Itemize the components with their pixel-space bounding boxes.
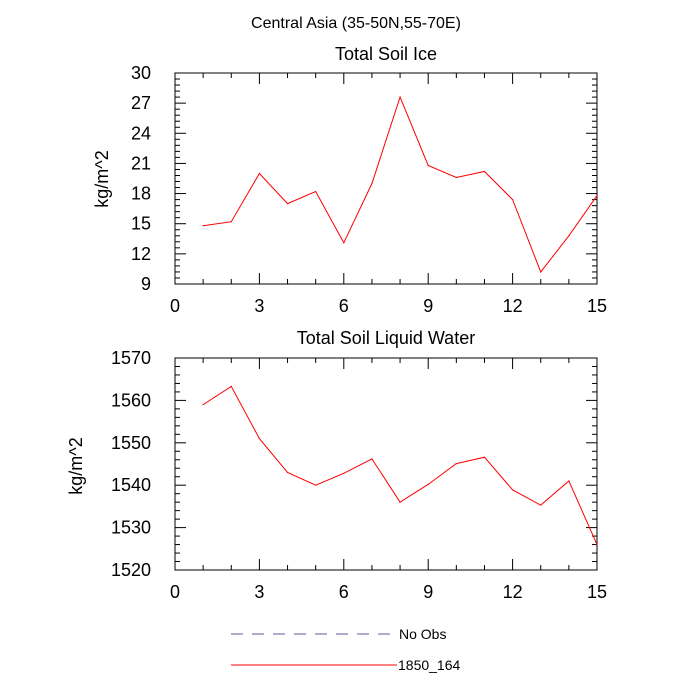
data-point [568, 235, 570, 237]
y-tick-label: 15 [131, 214, 151, 234]
y-tick-label: 27 [131, 93, 151, 113]
x-tick-label: 12 [503, 582, 523, 602]
data-point [230, 221, 232, 223]
data-point [399, 501, 401, 503]
data-point [483, 170, 486, 173]
y-tick-label: 9 [141, 274, 151, 294]
x-tick-label: 3 [254, 296, 264, 316]
data-point [455, 176, 457, 179]
data-point [540, 271, 542, 273]
x-tick-label: 0 [170, 296, 180, 316]
data-point [427, 164, 429, 167]
data-point [315, 190, 317, 193]
y-tick-label: 18 [131, 184, 151, 204]
data-point [511, 199, 514, 201]
figure-title: Central Asia (35-50N,55-70E) [251, 15, 461, 32]
data-point [596, 543, 598, 546]
x-tick-label: 15 [587, 582, 607, 602]
panel-title: Total Soil Ice [335, 44, 437, 64]
legend: No Obs 1850_164 [231, 626, 461, 673]
data-point [202, 404, 204, 406]
data-point [343, 242, 345, 244]
legend-label-no-obs: No Obs [399, 626, 446, 642]
data-point [511, 489, 514, 491]
y-tick-label: 1520 [111, 560, 151, 580]
x-tick-label: 0 [170, 582, 180, 602]
data-point [399, 96, 401, 98]
y-tick-label: 1550 [111, 433, 151, 453]
y-axis-label: kg/m^2 [92, 150, 112, 207]
data-point [568, 480, 570, 482]
y-tick-label: 1560 [111, 390, 151, 410]
y-tick-label: 1570 [111, 348, 151, 368]
x-tick-label: 9 [423, 582, 433, 602]
data-point [230, 385, 232, 388]
data-point [483, 456, 486, 458]
data-point [258, 172, 260, 175]
x-tick-label: 6 [339, 296, 349, 316]
panel-title: Total Soil Liquid Water [297, 328, 475, 348]
data-point [371, 458, 373, 460]
data-point [596, 194, 598, 197]
x-tick-label: 15 [587, 296, 607, 316]
data-point [286, 471, 289, 474]
x-tick-label: 6 [339, 582, 349, 602]
y-tick-label: 1540 [111, 475, 151, 495]
data-point [258, 437, 260, 440]
data-point [315, 484, 317, 486]
y-tick-label: 12 [131, 244, 151, 264]
panel-total-soil-liquid-water: Total Soil Liquid Water kg/m^2 0 3 6 9 12 15 1… [66, 328, 607, 602]
data-point [427, 483, 429, 485]
plot-frame [174, 72, 598, 285]
x-tick-label: 3 [254, 582, 264, 602]
y-tick-label: 30 [131, 63, 151, 83]
data-point [455, 462, 457, 465]
x-tick-label: 12 [503, 296, 523, 316]
data-point [202, 225, 204, 227]
x-tick-label: 9 [423, 296, 433, 316]
y-axis-label: kg/m^2 [66, 437, 86, 494]
plot-frame [174, 357, 598, 571]
series-line [202, 385, 598, 545]
data-point [343, 472, 345, 474]
series-line [203, 95, 598, 273]
data-point [286, 203, 289, 205]
legend-label-1850-164: 1850_164 [398, 657, 461, 673]
y-tick-label: 24 [131, 123, 151, 143]
data-point [540, 504, 542, 506]
panel-total-soil-ice: Total Soil Ice kg/m^2 0 3 6 9 12 15 9 12 15 18 21 2… [92, 44, 607, 316]
y-tick-label: 1530 [111, 518, 151, 538]
data-point [371, 182, 373, 185]
y-tick-label: 21 [131, 153, 151, 173]
